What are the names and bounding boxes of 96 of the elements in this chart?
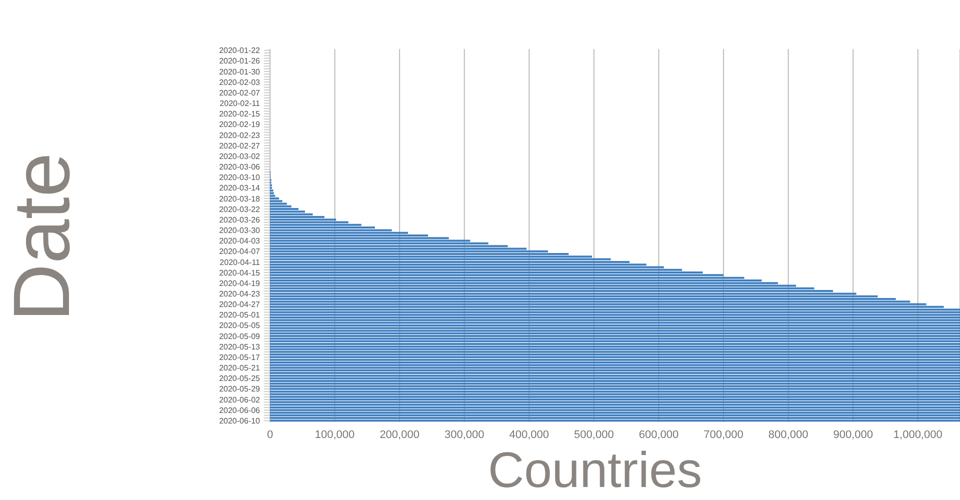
bar <box>270 374 960 377</box>
bar <box>270 377 960 380</box>
y-tick-label: 2020-05-25 <box>219 374 261 384</box>
x-tick-label: 900,000 <box>833 428 873 441</box>
bar <box>270 388 960 390</box>
y-tick-label: 2020-04-07 <box>219 247 261 256</box>
y-tick-label: 2020-05-01 <box>219 310 261 320</box>
bar <box>270 380 960 382</box>
y-tick-label: 2020-05-13 <box>219 342 261 352</box>
bar <box>270 404 960 406</box>
bar <box>270 406 960 408</box>
x-tick-label: 0 <box>266 428 274 441</box>
x-tick-label: 100,000 <box>314 428 355 441</box>
bar <box>270 366 960 369</box>
y-tick-label: 2020-04-15 <box>219 268 261 278</box>
bar <box>270 385 960 388</box>
y-tick-label: 2020-06-02 <box>219 395 261 404</box>
bar <box>270 372 960 374</box>
bar <box>270 401 960 404</box>
bar <box>270 414 960 416</box>
y-tick-label: 2020-02-23 <box>219 130 261 140</box>
y-tick-label: 2020-01-30 <box>219 67 261 76</box>
bar <box>270 364 960 366</box>
y-tick-label: 2020-03-30 <box>219 226 261 236</box>
bar <box>270 396 960 398</box>
bar <box>270 316 960 318</box>
y-tick-label: 2020-05-09 <box>219 332 261 341</box>
x-tick-label: 200,000 <box>380 428 420 441</box>
bar <box>270 417 960 420</box>
y-tick-label: 2020-04-19 <box>219 278 261 288</box>
bar <box>270 358 960 361</box>
bar <box>270 354 960 356</box>
x-tick-label: 700,000 <box>704 428 744 441</box>
x-tick-label: 800,000 <box>768 428 808 441</box>
y-tick-label: 2020-02-15 <box>219 110 261 119</box>
bar <box>270 369 960 372</box>
bar <box>270 348 960 350</box>
x-tick-label: 600,000 <box>638 428 679 441</box>
bar <box>270 412 960 414</box>
bar <box>270 311 960 314</box>
y-tick-label: 2020-05-29 <box>219 384 261 394</box>
bar <box>270 409 960 412</box>
y-tick-label: 2020-03-22 <box>219 204 261 214</box>
x-tick-label: 400,000 <box>509 428 550 441</box>
bar <box>270 382 960 385</box>
y-axis-title: Date <box>0 152 86 322</box>
bar <box>270 335 960 338</box>
bar <box>270 327 960 330</box>
bar <box>270 398 960 401</box>
bar <box>270 420 960 422</box>
y-tick-label: 2020-05-17 <box>219 352 261 362</box>
y-tick-label: 2020-04-27 <box>219 300 261 310</box>
y-tick-label: 2020-02-19 <box>219 120 261 130</box>
y-tick-label: 2020-05-05 <box>219 321 261 330</box>
y-tick-label: 2020-02-27 <box>219 141 261 150</box>
y-tick-label: 2020-01-22 <box>219 46 261 56</box>
y-tick-label: 2020-01-26 <box>219 56 261 66</box>
bar <box>270 322 960 324</box>
bar <box>270 324 960 326</box>
bar <box>270 190 274 192</box>
bar <box>270 332 960 334</box>
y-tick-label: 2020-04-11 <box>220 258 261 267</box>
y-tick-label: 2020-03-06 <box>219 162 261 172</box>
bar <box>270 330 960 332</box>
bar <box>270 338 960 340</box>
x-axis-title: Countries <box>488 442 702 498</box>
bar <box>270 340 960 342</box>
x-tick-label: 1,000,000 <box>893 428 942 441</box>
y-tick-label: 2020-05-21 <box>219 364 261 373</box>
bar <box>270 393 960 396</box>
y-tick-label: 2020-04-23 <box>219 290 261 298</box>
y-tick-label: 2020-03-10 <box>219 173 261 182</box>
bar <box>270 346 960 348</box>
bar <box>270 314 960 316</box>
y-tick-label: 2020-03-02 <box>219 152 261 161</box>
y-tick-label: 2020-03-18 <box>219 194 261 204</box>
bar <box>270 390 960 393</box>
y-tick-label: 2020-06-10 <box>219 416 261 426</box>
bar <box>270 350 960 353</box>
bar <box>270 342 960 345</box>
bar <box>270 361 960 364</box>
bar <box>270 308 960 311</box>
bar <box>270 319 960 322</box>
y-tick-label: 2020-02-03 <box>219 78 261 87</box>
y-tick-label: 2020-03-14 <box>219 184 261 193</box>
bar <box>270 356 960 358</box>
y-tick-label: 2020-02-11 <box>220 99 261 108</box>
y-tick-label: 2020-02-07 <box>219 88 261 98</box>
x-tick-label: 300,000 <box>444 428 484 441</box>
bar <box>270 197 280 200</box>
y-tick-label: 2020-04-03 <box>219 236 261 246</box>
x-tick-label: 500,000 <box>574 428 614 441</box>
y-tick-label: 2020-03-26 <box>219 215 261 224</box>
y-tick-label: 2020-06-06 <box>219 406 261 415</box>
bar <box>270 192 274 194</box>
bar <box>270 194 276 197</box>
